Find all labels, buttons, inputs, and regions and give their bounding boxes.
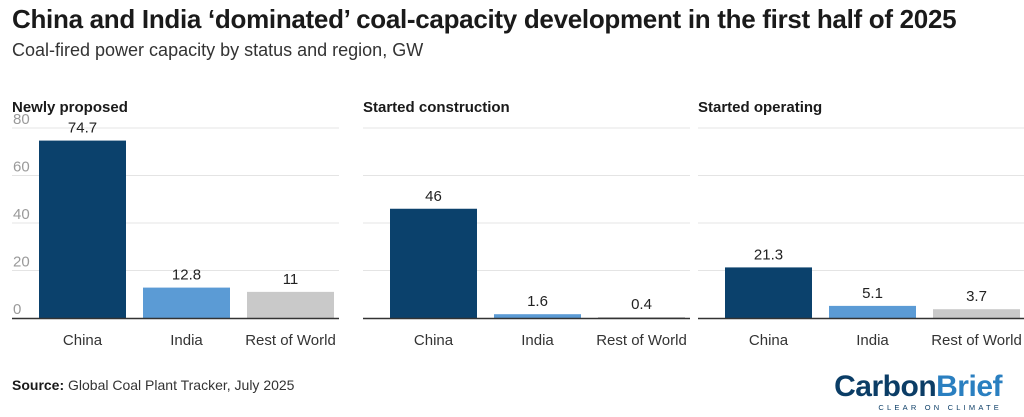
newly-proposed-bar-rest-of-world	[247, 291, 334, 318]
newly-proposed-bar-india	[143, 287, 230, 318]
started-operating-bar-rest-of-world	[933, 309, 1020, 318]
newly-proposed-value-label-china: 74.7	[68, 120, 97, 137]
source-text: Global Coal Plant Tracker, July 2025	[68, 377, 295, 393]
logo-carbon: Carbon	[834, 370, 937, 403]
logo-wordmark: CarbonBrief	[834, 372, 1002, 402]
y-tick-0: 0	[13, 301, 21, 318]
newly-proposed-panel-title: Newly proposed	[12, 99, 128, 116]
started-operating-value-label-india: 5.1	[862, 285, 883, 302]
started-operating-category-label-india: India	[856, 332, 889, 349]
chart-area: Newly proposed 0 20 40 60 80 74.7 China 12.8 Indi…	[12, 99, 1024, 349]
chart-title: China and India ‘dominated’ coal-capacit…	[12, 4, 957, 34]
source-note: Source: Global Coal Plant Tracker, July …	[12, 377, 294, 393]
started-construction-category-label-china: China	[414, 332, 454, 349]
y-tick-20: 20	[13, 254, 30, 271]
started-construction-value-label-rest-of-world: 0.4	[631, 296, 652, 313]
chart-subtitle: Coal-fired power capacity by status and …	[12, 40, 424, 60]
newly-proposed-value-label-india: 12.8	[172, 267, 201, 284]
started-operating-bar-china	[725, 267, 812, 318]
newly-proposed-value-label-rest-of-world: 11	[283, 271, 299, 288]
started-construction-category-label-india: India	[521, 332, 554, 349]
started-operating-value-label-rest-of-world: 3.7	[966, 288, 987, 305]
started-operating-category-label-china: China	[749, 332, 789, 349]
newly-proposed-category-label-india: India	[170, 332, 203, 349]
started-construction-bar-india	[494, 314, 581, 318]
started-construction-value-label-china: 46	[425, 188, 442, 205]
started-operating-value-label-china: 21.3	[754, 246, 783, 263]
y-tick-40: 40	[13, 206, 30, 223]
started-operating-category-label-rest-of-world: Rest of World	[931, 332, 1022, 349]
source-label: Source:	[12, 377, 65, 393]
started-operating-bar-india	[829, 305, 916, 318]
started-construction-category-label-rest-of-world: Rest of World	[596, 332, 687, 349]
started-construction-bar-rest-of-world	[598, 317, 685, 318]
logo-tagline: CLEAR ON CLIMATE	[878, 403, 1002, 412]
logo-brief: Brief	[936, 370, 1002, 403]
carbonbrief-logo: CarbonBrief CLEAR ON CLIMATE	[834, 372, 1002, 413]
newly-proposed-bar-china	[39, 140, 126, 318]
newly-proposed-category-label-china: China	[63, 332, 103, 349]
newly-proposed-category-label-rest-of-world: Rest of World	[245, 332, 336, 349]
started-construction-panel-title: Started construction	[363, 99, 510, 116]
started-construction-bar-china	[390, 208, 477, 318]
y-tick-60: 60	[13, 159, 30, 176]
y-tick-80: 80	[13, 111, 30, 128]
started-construction-value-label-india: 1.6	[527, 293, 548, 310]
started-operating-panel-title: Started operating	[698, 99, 822, 116]
